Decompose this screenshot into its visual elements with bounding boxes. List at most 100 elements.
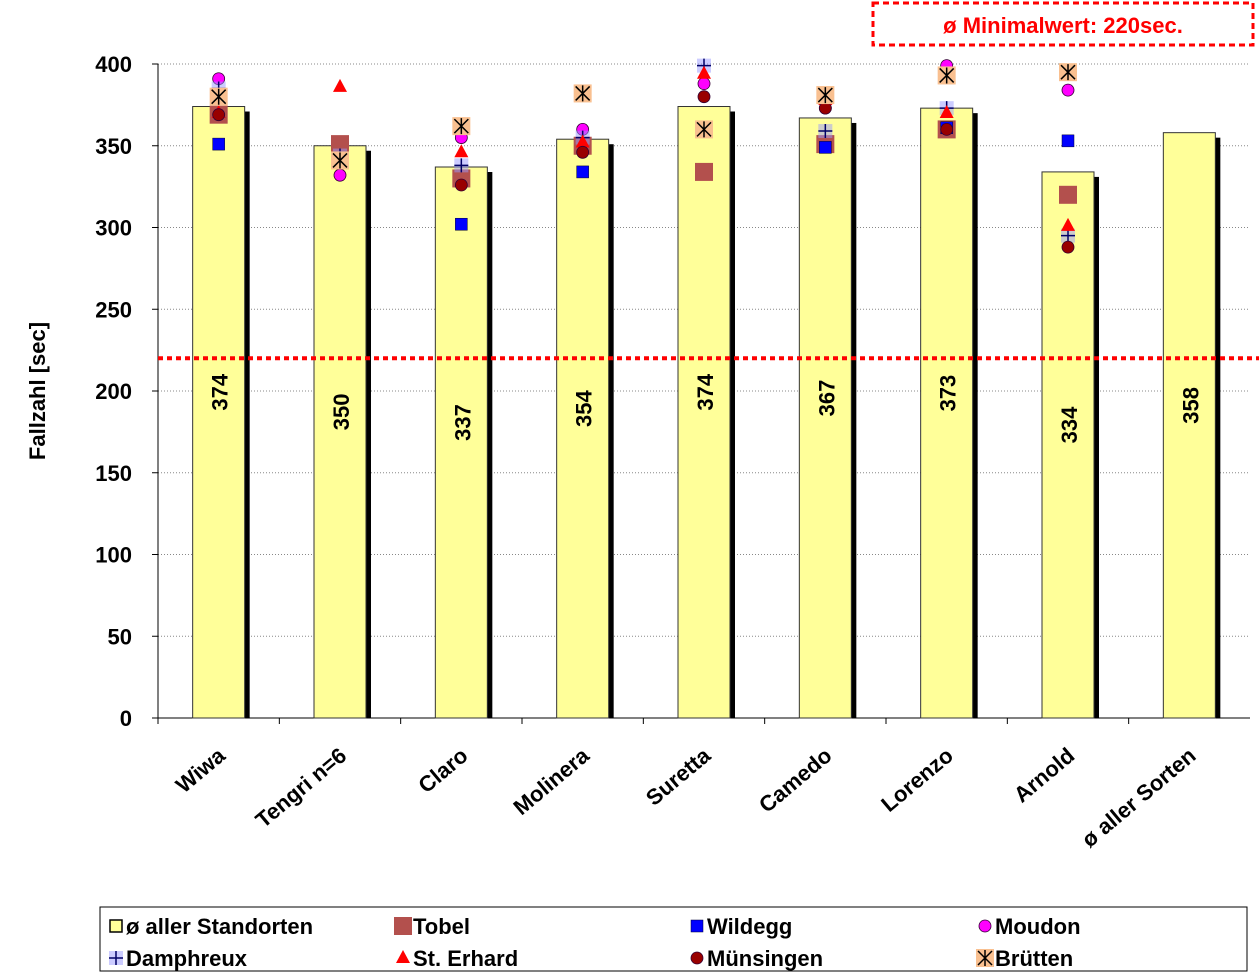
point: [455, 217, 468, 231]
marker: [211, 88, 227, 105]
point: [331, 151, 349, 170]
marker: [333, 168, 347, 182]
y-tick-label: 350: [95, 134, 132, 159]
bar: [677, 106, 735, 719]
point: [939, 105, 954, 119]
point: [1059, 185, 1077, 204]
x-tick-label: Wiwa: [171, 742, 231, 798]
marker: [697, 90, 711, 104]
data-label: 334: [1057, 406, 1082, 443]
marker: [575, 134, 590, 148]
data-label: 367: [814, 380, 839, 417]
marker: [576, 165, 589, 179]
x-tick-label: ø aller Sorten: [1077, 743, 1201, 853]
marker: [575, 85, 591, 102]
x-tick-label: Arnold: [1009, 743, 1079, 808]
marker: [212, 108, 226, 122]
marker: [817, 87, 833, 104]
legend-label: Münsingen: [707, 946, 823, 971]
legend-marker: [978, 919, 992, 933]
bar-body: [1041, 171, 1095, 719]
marker: [394, 917, 412, 935]
point: [333, 78, 347, 92]
bar: [313, 145, 371, 719]
x-tick-label: Claro: [413, 743, 472, 798]
legend-label: Moudon: [995, 914, 1081, 939]
point: [212, 108, 226, 122]
y-axis-label: Fallzahl [sec]: [25, 322, 50, 460]
marker: [453, 118, 469, 135]
y-tick-label: 150: [95, 461, 132, 486]
marker: [109, 951, 123, 965]
point: [818, 124, 833, 139]
bar-body: [798, 117, 852, 719]
point: [454, 158, 469, 173]
legend-marker: [109, 951, 123, 965]
marker: [454, 144, 469, 158]
bar: [192, 106, 250, 719]
point: [940, 122, 954, 136]
marker: [696, 121, 712, 138]
point: [576, 145, 590, 159]
marker: [697, 65, 711, 79]
point: [575, 134, 590, 148]
marker: [1061, 240, 1075, 254]
point: [1061, 217, 1075, 231]
marker: [396, 950, 410, 963]
data-label: 373: [936, 375, 961, 412]
point: [697, 90, 711, 104]
marker: [1060, 64, 1076, 81]
bar: [1162, 132, 1221, 719]
bar: [556, 138, 614, 719]
point: [212, 137, 225, 151]
bar: [1041, 171, 1099, 719]
y-tick-label: 0: [120, 706, 132, 731]
legend-marker: [396, 950, 410, 963]
x-tick-label: Lorenzo: [876, 743, 958, 817]
marker: [977, 950, 993, 966]
y-tick-label: 250: [95, 297, 132, 322]
marker: [454, 158, 469, 173]
legend-label: Damphreux: [126, 946, 248, 971]
marker: [940, 122, 954, 136]
point: [816, 86, 835, 105]
point: [1061, 134, 1075, 148]
point: [695, 120, 713, 139]
bar-body: [192, 106, 246, 719]
point: [573, 84, 592, 103]
point: [452, 117, 471, 136]
legend-label: Brütten: [995, 946, 1073, 971]
legend-marker: [690, 951, 704, 965]
legend-marker: [690, 919, 704, 933]
bar-body: [313, 145, 367, 719]
point: [819, 141, 832, 154]
point: [1061, 228, 1075, 243]
marker: [212, 137, 225, 151]
marker: [576, 145, 590, 159]
bar-body: [434, 166, 488, 719]
bar: [798, 117, 857, 719]
bar-body: [556, 138, 610, 719]
marker: [1061, 228, 1075, 243]
annotation: ø Minimalwert: 220sec.: [943, 13, 1183, 38]
point: [576, 165, 589, 179]
x-tick-label: Tengri n=6: [251, 743, 352, 833]
marker: [978, 919, 992, 933]
data-label: 337: [450, 404, 475, 441]
y-tick-label: 300: [95, 216, 132, 241]
point: [454, 178, 468, 192]
y-tick-label: 100: [95, 543, 132, 568]
bar: [434, 166, 493, 719]
data-label: 374: [693, 373, 718, 410]
marker: [455, 217, 468, 231]
legend-label: St. Erhard: [413, 946, 518, 971]
point: [695, 162, 713, 181]
data-label: 354: [572, 389, 597, 426]
marker: [819, 141, 832, 154]
point: [697, 65, 711, 79]
legend-marker: [109, 919, 123, 933]
x-tick-label: Molinera: [509, 742, 595, 820]
legend-marker: [976, 949, 994, 967]
marker: [109, 919, 123, 933]
